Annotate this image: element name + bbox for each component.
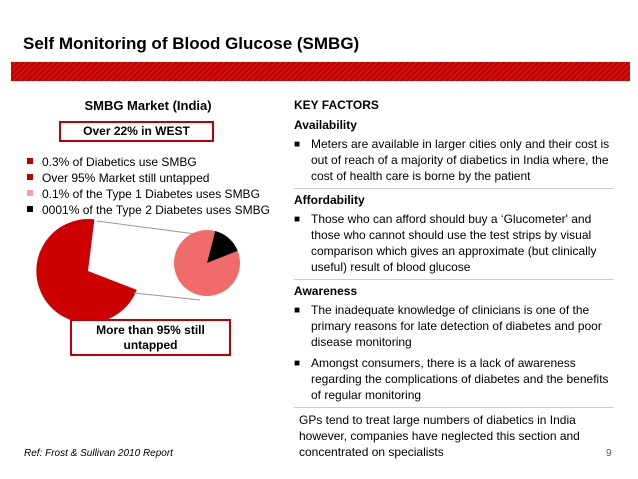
reference-note: Ref: Frost & Sullivan 2010 Report bbox=[24, 448, 173, 459]
small-pie bbox=[174, 229, 240, 296]
stats-list: 0.3% of Diabetics use SMBG Over 95% Mark… bbox=[25, 154, 270, 218]
stat-item: 0.3% of Diabetics use SMBG bbox=[25, 154, 270, 170]
key-factors-heading: KEY FACTORS bbox=[294, 98, 379, 112]
square-bullet-icon: ■ bbox=[294, 358, 301, 369]
factor-item: ■ Meters are available in larger cities o… bbox=[294, 137, 610, 183]
square-bullet-icon bbox=[27, 206, 33, 212]
factor-item: ■ The inadequate knowledge of clinicians … bbox=[294, 303, 602, 349]
square-bullet-icon bbox=[27, 158, 33, 164]
stat-item: Over 95% Market still untapped bbox=[25, 170, 270, 186]
stat-item: 0.1% of the Type 1 Diabetes uses SMBG bbox=[25, 186, 270, 202]
stat-item: 0001% of the Type 2 Diabetes uses SMBG bbox=[25, 202, 270, 218]
slide-title: Self Monitoring of Blood Glucose (SMBG) bbox=[23, 34, 360, 53]
connector-line-top bbox=[96, 220, 204, 236]
factor-item: ■ Those who can afford should buy a ‘Gluc… bbox=[294, 212, 597, 274]
square-bullet-icon bbox=[27, 190, 33, 196]
key-factors-panel: KEY FACTORS Availability ■ Meters are ava… bbox=[294, 98, 614, 460]
market-heading: SMBG Market (India) bbox=[84, 98, 212, 113]
large-pie bbox=[36, 219, 137, 324]
title-decor-bar bbox=[11, 62, 630, 81]
divider bbox=[294, 279, 614, 280]
section-title: Availability bbox=[294, 118, 357, 132]
factor-item: ■ Amongst consumers, there is a lack of a… bbox=[294, 356, 609, 402]
small-pie-slice-black bbox=[207, 231, 238, 263]
gp-note: GPs tend to treat large numbers of diabe… bbox=[299, 413, 580, 459]
divider bbox=[294, 407, 614, 408]
section-title: Awareness bbox=[294, 284, 358, 298]
square-bullet-icon: ■ bbox=[294, 214, 301, 225]
square-bullet-icon: ■ bbox=[294, 139, 301, 150]
untapped-callout: More than 95% still untapped bbox=[70, 319, 231, 356]
west-box: Over 22% in WEST bbox=[59, 121, 214, 142]
connector-line-bottom bbox=[133, 292, 201, 301]
divider bbox=[294, 188, 614, 189]
page-number: 9 bbox=[606, 448, 612, 459]
square-bullet-icon: ■ bbox=[294, 305, 301, 316]
section-title: Affordability bbox=[294, 193, 365, 207]
square-bullet-icon bbox=[27, 174, 33, 180]
